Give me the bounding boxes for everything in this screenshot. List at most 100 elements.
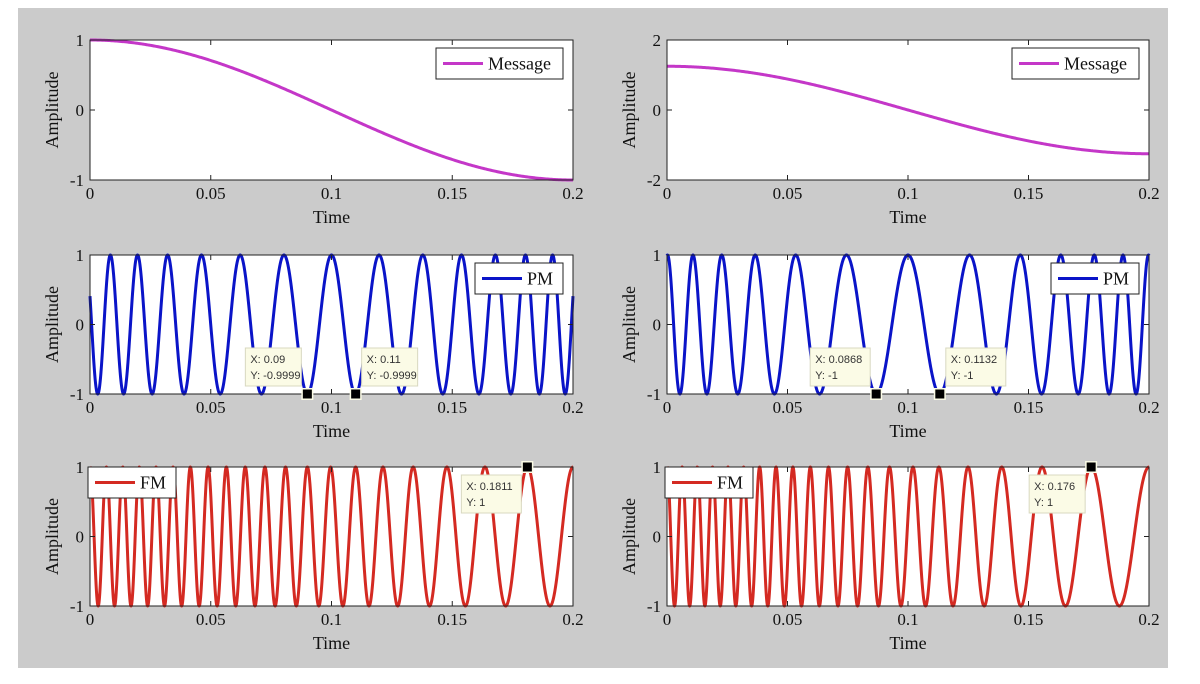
y-tick-label: -1	[70, 171, 84, 190]
datatip[interactable]: X: 0.176 Y: 1	[1028, 461, 1098, 514]
x-tick-label: 0	[86, 610, 95, 629]
datatip-y-text: Y: 1	[466, 497, 485, 509]
legend-label: FM	[717, 473, 743, 493]
datatip-marker[interactable]	[302, 389, 312, 399]
y-tick-label: 0	[76, 528, 85, 547]
y-tick-label: 0	[653, 101, 662, 120]
x-tick-label: 0.2	[1138, 610, 1159, 629]
legend[interactable]: PM	[474, 262, 564, 295]
y-tick-label: -1	[647, 385, 661, 404]
x-tick-label: 0.15	[437, 184, 467, 203]
x-axis-label: Time	[313, 207, 350, 227]
y-tick-label: 1	[653, 458, 662, 477]
x-tick-label: 0.2	[562, 184, 583, 203]
y-axis-label: Amplitude	[619, 71, 639, 148]
datatip-marker[interactable]	[871, 389, 881, 399]
datatip-x-text: X: 0.176	[1034, 481, 1075, 493]
datatip[interactable]: X: 0.11 Y: -0.9999	[349, 347, 419, 400]
x-tick-label: 0.05	[773, 398, 803, 417]
datatip-y-text: Y: -0.9999	[250, 370, 300, 382]
y-tick-label: -2	[647, 171, 661, 190]
datatip-x-text: X: 0.1132	[951, 354, 997, 366]
x-tick-label: 0.15	[1014, 184, 1044, 203]
x-tick-label: 0.15	[437, 398, 467, 417]
x-tick-label: 0.05	[196, 398, 226, 417]
x-tick-label: 0.1	[897, 398, 918, 417]
legend[interactable]: FM	[87, 466, 177, 499]
datatip-box	[1028, 474, 1086, 514]
datatip-x-text: X: 0.11	[367, 354, 401, 366]
series-line-message	[89, 38, 574, 182]
x-tick-label: 0.05	[773, 184, 803, 203]
y-tick-label: 0	[653, 316, 662, 335]
legend-label: Message	[1064, 54, 1127, 74]
y-tick-label: 2	[653, 31, 662, 50]
x-tick-label: 0	[663, 184, 672, 203]
legend-label: PM	[527, 269, 553, 289]
datatip-marker[interactable]	[522, 462, 532, 472]
x-tick-label: 0	[86, 184, 95, 203]
datatip-y-text: Y: -1	[951, 370, 974, 382]
y-tick-label: -1	[647, 597, 661, 616]
y-tick-label: -1	[70, 597, 84, 616]
x-tick-label: 0.15	[1014, 610, 1044, 629]
datatip-x-text: X: 0.1811	[466, 481, 512, 493]
legend-label: FM	[140, 473, 166, 493]
x-tick-label: 0.2	[562, 610, 583, 629]
datatip-marker[interactable]	[351, 389, 361, 399]
x-tick-label: 0.15	[1014, 398, 1044, 417]
datatip-box	[361, 347, 419, 387]
y-axis-label: Amplitude	[619, 286, 639, 363]
legend-label: PM	[1103, 269, 1129, 289]
y-axis-label: Amplitude	[42, 71, 62, 148]
x-tick-label: 0	[86, 398, 95, 417]
y-tick-label: 0	[653, 528, 662, 547]
y-axis-label: Amplitude	[42, 286, 62, 363]
x-tick-label: 0.2	[1138, 184, 1159, 203]
legend[interactable]: Message	[1011, 47, 1140, 80]
datatip[interactable]: X: 0.09 Y: -0.9999	[244, 347, 314, 400]
datatip-y-text: Y: -1	[815, 370, 838, 382]
x-tick-label: 0.05	[196, 610, 226, 629]
legend[interactable]: Message	[435, 47, 564, 80]
datatip-marker[interactable]	[1086, 462, 1096, 472]
legend-label: Message	[488, 54, 551, 74]
datatip[interactable]: X: 0.0868 Y: -1	[809, 347, 883, 400]
x-tick-label: 0.2	[1138, 398, 1159, 417]
y-tick-label: 1	[653, 246, 662, 265]
x-tick-label: 0.1	[321, 398, 342, 417]
series-line-message	[666, 64, 1150, 156]
y-tick-label: -1	[70, 385, 84, 404]
y-tick-label: 0	[76, 101, 85, 120]
datatip-box	[460, 474, 522, 514]
datatip-y-text: Y: 1	[1034, 497, 1053, 509]
y-tick-label: 1	[76, 246, 85, 265]
x-tick-label: 0.1	[321, 184, 342, 203]
x-axis-label: Time	[889, 207, 926, 227]
x-axis-label: Time	[313, 421, 350, 441]
y-tick-label: 1	[76, 458, 85, 477]
legend[interactable]: FM	[664, 466, 754, 499]
x-tick-label: 0	[663, 610, 672, 629]
x-tick-label: 0	[663, 398, 672, 417]
datatip-box	[244, 347, 302, 387]
x-tick-label: 0.1	[897, 610, 918, 629]
datatip-x-text: X: 0.09	[250, 354, 285, 366]
x-tick-label: 0.05	[773, 610, 803, 629]
x-tick-label: 0.05	[196, 184, 226, 203]
x-axis-label: Time	[889, 633, 926, 653]
y-tick-label: 0	[76, 316, 85, 335]
datatip-marker[interactable]	[935, 389, 945, 399]
series-line-fm	[665, 465, 1151, 608]
x-tick-label: 0.2	[562, 398, 583, 417]
datatip[interactable]: X: 0.1132 Y: -1	[933, 347, 1007, 400]
legend[interactable]: PM	[1050, 262, 1140, 295]
y-axis-label: Amplitude	[619, 498, 639, 575]
datatip[interactable]: X: 0.1811 Y: 1	[460, 461, 534, 514]
x-axis-label: Time	[889, 421, 926, 441]
x-axis-label: Time	[313, 633, 350, 653]
